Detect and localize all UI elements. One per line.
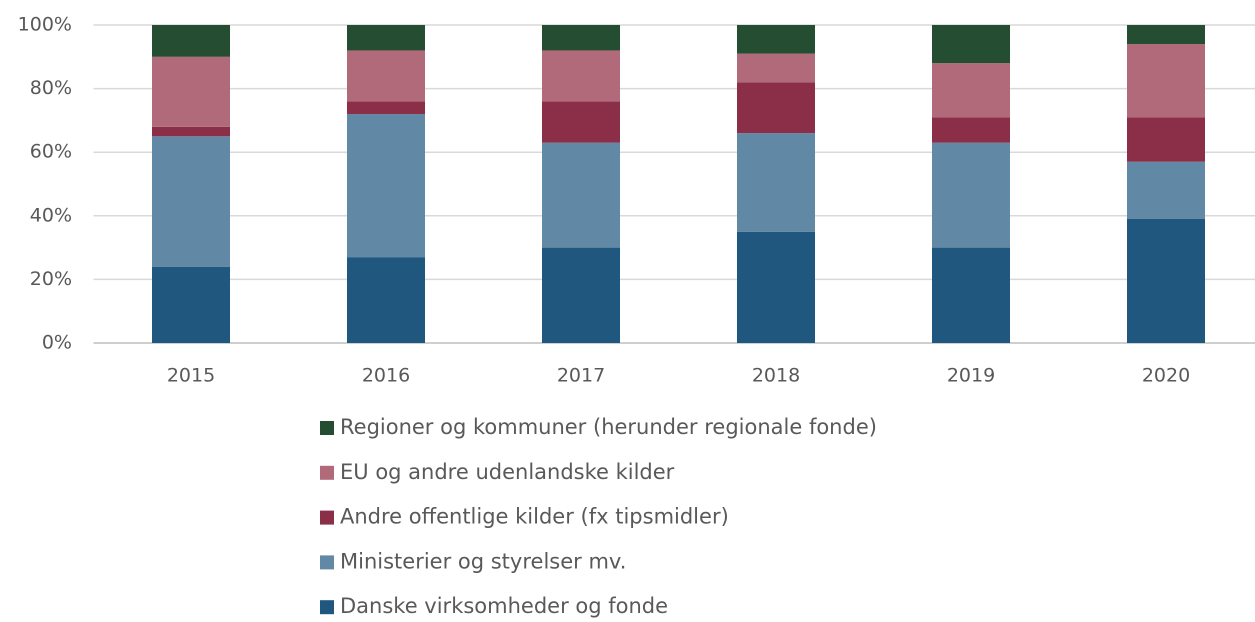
bar-segment xyxy=(542,50,620,102)
bar-segment xyxy=(1127,44,1205,118)
x-tick-label: 2018 xyxy=(752,365,800,387)
bar-segment xyxy=(932,25,1010,64)
legend-label: Ministerier og styrelser mv. xyxy=(340,549,626,573)
y-tick-label: 60% xyxy=(30,141,72,163)
x-tick-label: 2017 xyxy=(557,365,605,387)
bar-segment xyxy=(347,114,425,258)
bar-segment xyxy=(737,53,815,83)
bar-segment xyxy=(347,257,425,343)
bar-segment xyxy=(1127,117,1205,162)
y-tick-label: 20% xyxy=(30,268,72,290)
bar-segment xyxy=(932,142,1010,248)
legend-label: Danske virksomheder og fonde xyxy=(340,594,668,618)
bar-segment xyxy=(1127,25,1205,45)
y-tick-label: 80% xyxy=(30,77,72,99)
bar-segment xyxy=(152,136,230,267)
bar-segment xyxy=(932,247,1010,343)
bar-segment xyxy=(152,25,230,57)
legend-swatch xyxy=(320,600,334,615)
bar-segment xyxy=(1127,218,1205,343)
bar-segment xyxy=(737,25,815,54)
bar-segment xyxy=(152,126,230,137)
legend-label: Regioner og kommuner (herunder regionale… xyxy=(340,415,877,439)
x-tick-label: 2019 xyxy=(947,365,995,387)
bar-segment xyxy=(737,231,815,343)
x-tick-label: 2015 xyxy=(167,365,215,387)
y-tick-label: 0% xyxy=(42,332,72,354)
legend-swatch xyxy=(320,421,334,435)
bar-segment xyxy=(152,266,230,343)
bar-segment xyxy=(347,25,425,51)
bar-segment xyxy=(932,63,1010,118)
x-tick-label: 2020 xyxy=(1142,365,1190,387)
bar-segment xyxy=(542,247,620,343)
bar-segment xyxy=(932,117,1010,143)
x-tick-label: 2016 xyxy=(362,365,410,387)
y-tick-label: 100% xyxy=(18,14,72,36)
legend-swatch xyxy=(320,555,334,570)
bar-segment xyxy=(347,50,425,102)
legend-swatch xyxy=(320,510,334,525)
bar-segment xyxy=(737,82,815,134)
y-tick-label: 40% xyxy=(30,204,72,226)
legend-swatch xyxy=(320,465,334,480)
legend-label: Andre offentlige kilder (fx tipsmidler) xyxy=(340,505,729,529)
bar-segment xyxy=(1127,161,1205,219)
bar-segment xyxy=(542,142,620,248)
bar-segment xyxy=(737,133,815,232)
bar-segment xyxy=(152,56,230,127)
bar-segment xyxy=(542,101,620,143)
legend-label: EU og andre udenlandske kilder xyxy=(340,460,675,484)
bar-segment xyxy=(347,101,425,115)
bar-segment xyxy=(542,25,620,51)
